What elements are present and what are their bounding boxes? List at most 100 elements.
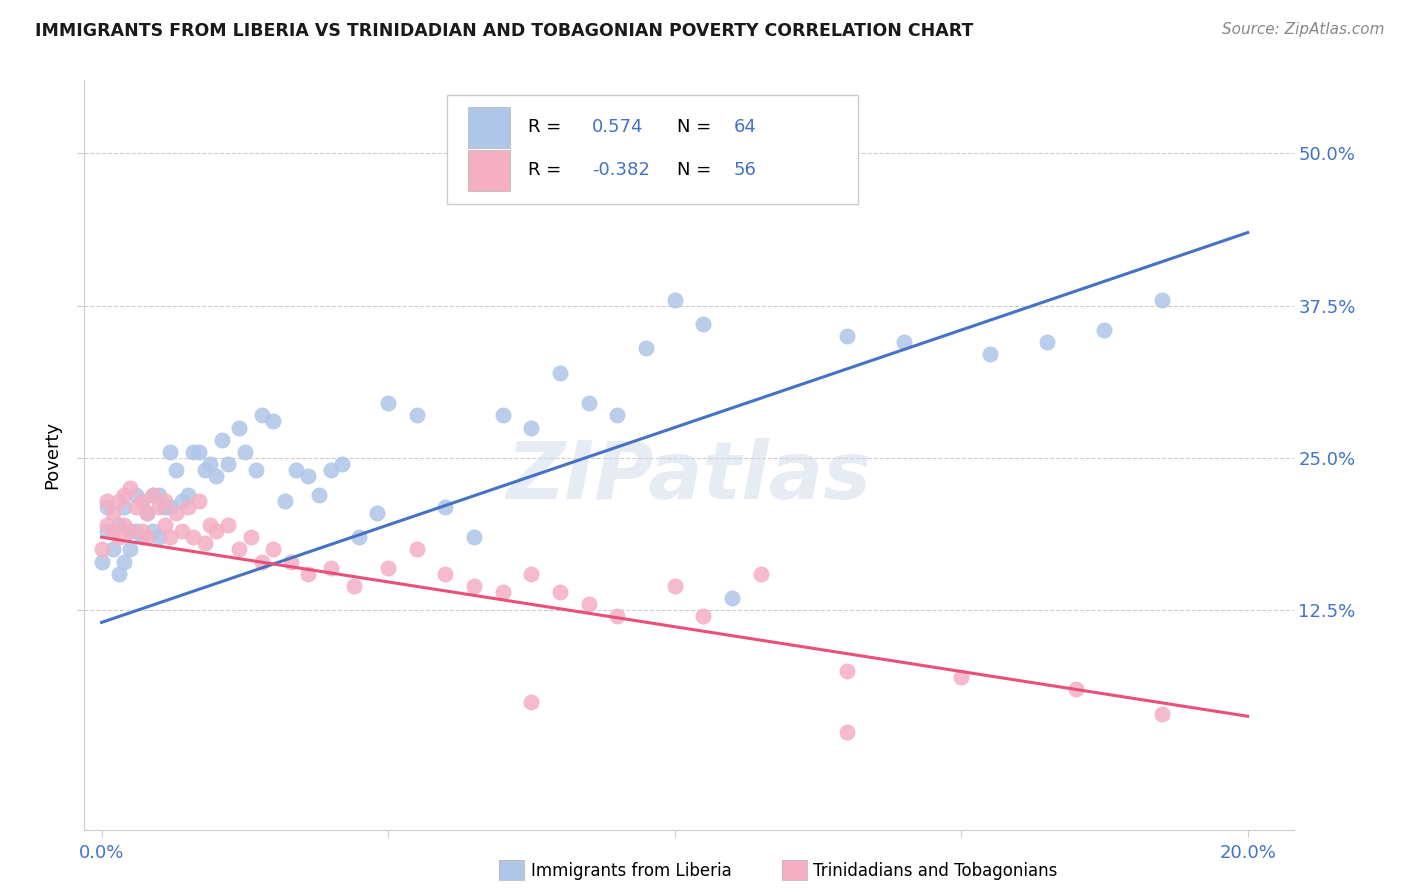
Point (120, 542, 142, 557)
Point (131, 493, 153, 508)
Point (578, 396, 600, 410)
Point (205, 524, 228, 538)
Point (664, 579, 686, 593)
Point (170, 493, 193, 508)
Point (233, 445, 256, 459)
Text: R =: R = (529, 119, 567, 136)
Point (520, 420, 543, 434)
Point (343, 579, 366, 593)
Point (120, 524, 142, 538)
FancyBboxPatch shape (447, 95, 858, 204)
Point (101, 542, 124, 557)
Point (153, 518, 176, 533)
Point (194, 463, 217, 477)
Text: Source: ZipAtlas.com: Source: ZipAtlas.com (1222, 22, 1385, 37)
Point (274, 493, 297, 508)
Point (492, 409, 515, 423)
Point (114, 518, 136, 533)
Point (835, 664, 858, 678)
Point (692, 609, 714, 624)
Point (285, 463, 308, 477)
Point (188, 445, 211, 459)
Point (107, 493, 129, 508)
Text: IMMIGRANTS FROM LIBERIA VS TRINIDADIAN AND TOBAGONIAN POVERTY CORRELATION CHART: IMMIGRANTS FROM LIBERIA VS TRINIDADIAN A… (35, 22, 973, 40)
Point (217, 457, 239, 471)
Point (188, 493, 211, 508)
Point (136, 530, 159, 544)
Text: -0.382: -0.382 (592, 161, 650, 179)
Point (131, 524, 153, 538)
Point (548, 366, 571, 380)
Point (330, 457, 353, 471)
Point (721, 591, 744, 605)
Point (1064, 682, 1087, 697)
Point (165, 506, 187, 520)
Point (125, 524, 148, 538)
Point (131, 493, 153, 508)
Point (692, 317, 714, 331)
Point (950, 670, 973, 684)
Point (148, 530, 170, 544)
Point (349, 530, 371, 544)
Point (405, 409, 427, 423)
FancyBboxPatch shape (468, 150, 510, 191)
Point (159, 445, 181, 459)
Point (148, 500, 170, 514)
Point (176, 500, 198, 514)
Point (142, 487, 165, 501)
Point (1150, 706, 1173, 721)
Point (125, 500, 148, 514)
Point (165, 463, 187, 477)
Text: 20.0%: 20.0% (1219, 844, 1277, 863)
Point (136, 506, 159, 520)
Point (239, 530, 262, 544)
Point (114, 500, 136, 514)
Point (114, 555, 136, 569)
Point (297, 469, 319, 483)
Point (114, 487, 136, 501)
Point (107, 530, 129, 544)
Point (194, 536, 217, 550)
Point (107, 518, 129, 533)
Point (578, 597, 600, 611)
Point (153, 493, 176, 508)
Text: Trinidadians and Tobagonians: Trinidadians and Tobagonians (813, 862, 1057, 880)
Point (159, 530, 181, 544)
Point (463, 530, 485, 544)
Point (664, 293, 686, 307)
Point (90, 555, 112, 569)
Point (125, 487, 148, 501)
Point (979, 347, 1001, 361)
Text: 0.574: 0.574 (592, 119, 644, 136)
Point (893, 335, 915, 350)
Point (170, 524, 193, 538)
Point (634, 341, 657, 355)
Point (520, 566, 543, 581)
Point (131, 530, 153, 544)
Point (835, 329, 858, 343)
Point (228, 420, 250, 434)
Point (319, 560, 342, 574)
Point (120, 482, 142, 496)
Point (377, 396, 399, 410)
Y-axis label: Poverty: Poverty (44, 421, 62, 489)
Point (96, 500, 118, 514)
Text: 0.0%: 0.0% (79, 844, 124, 863)
Point (492, 585, 515, 599)
Point (280, 555, 302, 569)
Point (181, 530, 204, 544)
Point (90, 542, 112, 557)
Point (434, 566, 457, 581)
Point (200, 518, 222, 533)
Point (245, 463, 267, 477)
Point (101, 506, 124, 520)
Text: 64: 64 (734, 119, 756, 136)
Point (463, 579, 485, 593)
Point (606, 409, 628, 423)
Point (1150, 293, 1173, 307)
Point (377, 560, 399, 574)
Point (263, 542, 285, 557)
FancyBboxPatch shape (468, 107, 510, 148)
Text: 56: 56 (734, 161, 756, 179)
Point (749, 566, 772, 581)
